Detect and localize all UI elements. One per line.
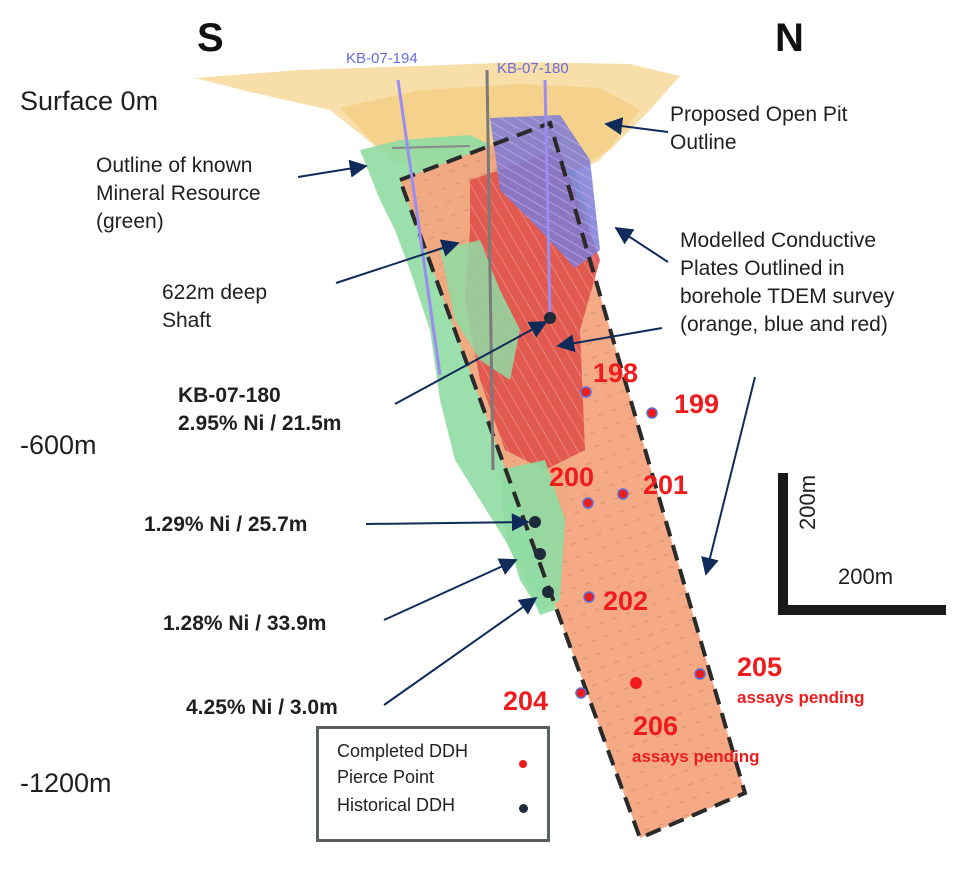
- hole-label-199: 199: [674, 389, 719, 420]
- intercept-kb-07-180-name: KB-07-180: [178, 384, 281, 408]
- hole-label-200: 200: [549, 462, 594, 493]
- scale-vertical-label: 200m: [795, 475, 821, 530]
- pierce-199: [647, 408, 657, 418]
- hole-205-status: assays pending: [737, 688, 865, 708]
- arrow-plates-upper: [616, 228, 668, 262]
- arrow-intercept-2: [384, 560, 516, 620]
- hole-label-198: 198: [593, 358, 638, 389]
- legend-pierce-point: Pierce Point: [337, 767, 434, 788]
- legend-historical-ddh: Historical DDH: [337, 795, 455, 816]
- legend-completed-ddh: Completed DDH: [337, 741, 468, 762]
- collar-label-kb-07-194: KB-07-194: [346, 50, 418, 67]
- annotation-resource: Outline of known Mineral Resource (green…: [96, 152, 306, 236]
- pierce-204: [576, 688, 586, 698]
- annotation-open-pit: Proposed Open Pit Outline: [670, 101, 860, 157]
- historical-ddh-1: [529, 516, 541, 528]
- annotation-plates: Modelled Conductive Plates Outlined in b…: [680, 227, 912, 339]
- intercept-1: 1.29% Ni / 25.7m: [144, 513, 307, 537]
- north-label: N: [775, 16, 804, 61]
- hole-label-205: 205: [737, 652, 782, 683]
- legend-pierce-dot: [519, 760, 527, 768]
- pierce-201: [618, 489, 628, 499]
- hole-label-206: 206: [633, 711, 678, 742]
- pierce-200: [583, 498, 593, 508]
- intercept-3: 4.25% Ni / 3.0m: [186, 696, 338, 720]
- hole-label-201: 201: [643, 470, 688, 501]
- hole-206-status: assays pending: [632, 747, 760, 767]
- arrow-resource: [298, 166, 366, 177]
- pierce-202: [584, 592, 594, 602]
- scale-bar-horizontal: [778, 605, 946, 615]
- pierce-205: [695, 669, 705, 679]
- historical-ddh-3: [542, 586, 554, 598]
- historical-ddh-kb-07-180: [544, 312, 556, 324]
- collar-label-kb-07-180: KB-07-180: [497, 60, 569, 77]
- scale-horizontal-label: 200m: [838, 564, 893, 590]
- intercept-kb-07-180-value: 2.95% Ni / 21.5m: [178, 412, 341, 436]
- intercept-2: 1.28% Ni / 33.9m: [163, 612, 326, 636]
- south-label: S: [197, 16, 224, 61]
- pierce-198: [581, 387, 591, 397]
- scale-bar-vertical: [778, 473, 788, 615]
- historical-ddh-2: [534, 548, 546, 560]
- annotation-shaft: 622m deep Shaft: [162, 279, 302, 335]
- legend: Completed DDH Pierce Point Historical DD…: [316, 726, 550, 842]
- depth-1200: -1200m: [20, 768, 112, 799]
- depth-600: -600m: [20, 430, 97, 461]
- legend-historical-dot: [519, 804, 528, 813]
- depth-surface: Surface 0m: [20, 86, 158, 117]
- hole-label-202: 202: [603, 586, 648, 617]
- pierce-206: [630, 677, 642, 689]
- hole-label-204: 204: [503, 686, 548, 717]
